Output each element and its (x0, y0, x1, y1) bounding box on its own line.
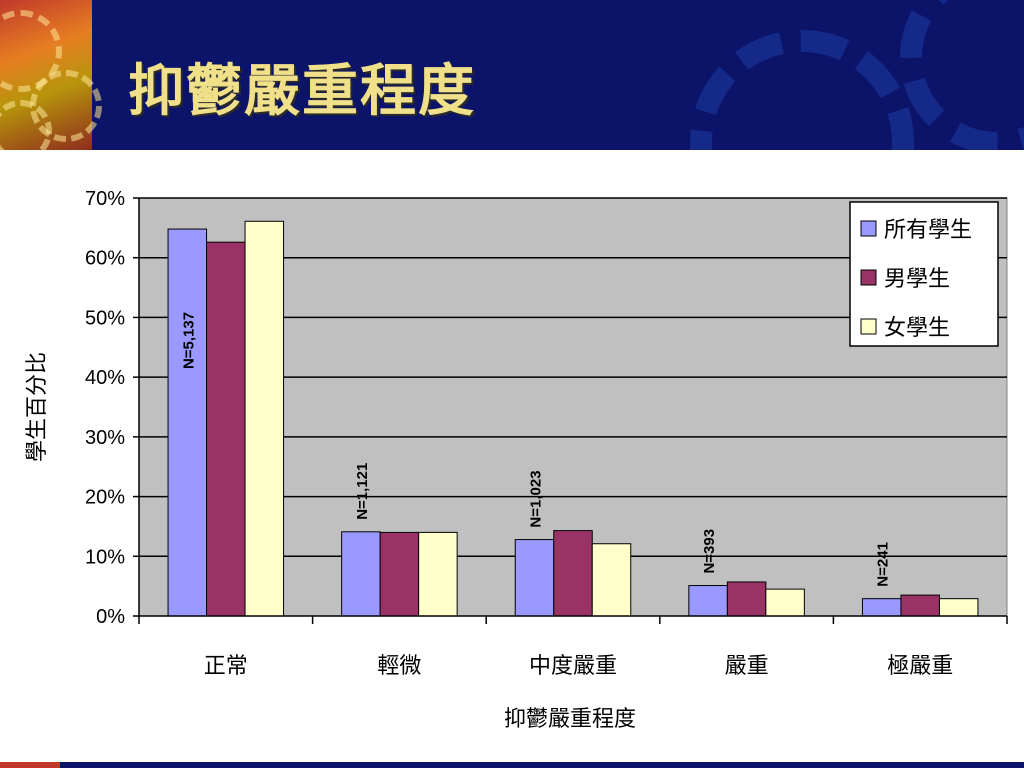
bar (688, 585, 728, 617)
bar (167, 228, 208, 617)
slide-title: 抑鬱嚴重程度 (128, 58, 476, 124)
background-gear-icon (900, 0, 1024, 150)
y-tick-label: 60% (85, 248, 125, 270)
legend-label: 所有學生 (884, 218, 972, 243)
y-tick-label: 0% (96, 606, 125, 628)
n-label: N=241 (875, 542, 892, 587)
n-label: N=5,137 (180, 312, 197, 369)
y-tick-label: 50% (85, 307, 125, 329)
bar (726, 581, 767, 617)
y-tick-label: 20% (85, 487, 125, 509)
chart: 0% 10% 20% 30% 40% 50% 60% 70% 正常 輕微 中度嚴重 嚴重 極嚴重 N=… (25, 188, 1008, 732)
bar (553, 530, 593, 617)
y-tick-label: 10% (85, 546, 125, 568)
gear-decoration-icon (0, 0, 102, 150)
bar (591, 543, 632, 617)
bar (900, 594, 940, 617)
bar (379, 531, 420, 617)
n-label: N=393 (701, 529, 718, 574)
bar (244, 220, 285, 617)
y-tick-label: 40% (85, 367, 125, 389)
x-tick-label: 輕微 (377, 654, 421, 679)
y-tick-label: 30% (85, 427, 125, 449)
y-axis-label: 學生百分比 (25, 352, 50, 462)
slide-header: 抑鬱嚴重程度 (0, 0, 1024, 150)
x-ticks: 正常 輕微 中度嚴重 嚴重 極嚴重 (138, 616, 1008, 679)
x-tick-label: 嚴重 (725, 654, 769, 679)
bars (167, 220, 979, 617)
bar (514, 539, 555, 617)
n-label: N=1,121 (354, 463, 371, 520)
y-tick-label: 70% (85, 188, 125, 210)
bar (861, 598, 902, 617)
x-tick-label: 極嚴重 (887, 654, 953, 679)
legend-label: 女學生 (884, 316, 950, 341)
legend-swatch (860, 220, 877, 237)
background-gear-icon (690, 30, 914, 150)
legend-swatch (860, 318, 877, 335)
bar (418, 531, 458, 617)
x-tick-label: 正常 (204, 654, 248, 679)
x-axis-label: 抑鬱嚴重程度 (504, 707, 636, 732)
bar (206, 241, 246, 617)
bottom-bar (0, 762, 1024, 768)
bar (765, 588, 805, 617)
legend-swatch (860, 269, 877, 286)
n-labels: N=5,137 N=1,121 N=1,023 N=393 N=241 (180, 312, 891, 587)
n-label: N=1,023 (528, 470, 545, 527)
bar (938, 598, 979, 617)
x-tick-label: 中度嚴重 (529, 654, 617, 679)
bar (341, 531, 381, 617)
legend-label: 男學生 (884, 267, 950, 292)
y-ticks: 0% 10% 20% 30% 40% 50% 60% 70% (85, 188, 139, 628)
